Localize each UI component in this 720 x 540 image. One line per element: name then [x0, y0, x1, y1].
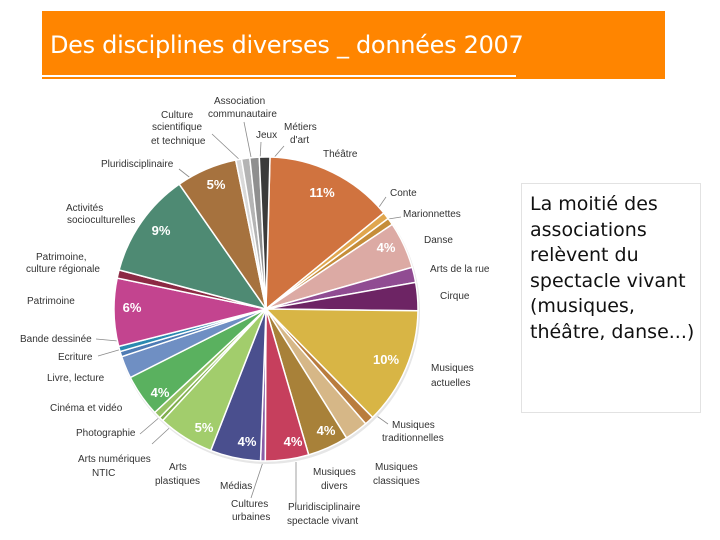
- pie-slice-activit-s-socioculturelles: [118, 183, 268, 311]
- leader-line: [97, 348, 123, 357]
- category-label: Métiers d'art: [284, 122, 317, 146]
- category-label: Marionnettes: [403, 209, 461, 220]
- slice-percent-label: 5%: [207, 177, 226, 192]
- category-label: Musiques traditionnelles: [382, 420, 444, 444]
- category-label: Livre, lecture: [47, 373, 105, 384]
- category-label: Jeux: [256, 130, 277, 141]
- category-label: Médias: [220, 481, 252, 492]
- category-label: Conte: [390, 188, 417, 199]
- pie-slice-th-tre: [265, 156, 385, 311]
- category-label: Ecriture: [58, 352, 93, 363]
- leader-line: [250, 461, 264, 499]
- title-bar: Des disciplines diverses _ données 2007: [42, 11, 665, 79]
- slice-percent-label: 4%: [317, 423, 336, 438]
- slice-percent-label: 4%: [238, 434, 257, 449]
- category-label: Pluridisciplinaire: [101, 159, 174, 170]
- category-label: Cinéma et vidéo: [50, 403, 123, 414]
- category-label: Musiques divers: [313, 467, 356, 492]
- category-label: Musiques classiques: [373, 462, 420, 487]
- leader-line: [95, 338, 119, 342]
- category-label: Théâtre: [323, 149, 358, 160]
- slide-title: Des disciplines diverses _ données 2007: [50, 31, 524, 59]
- category-label: Pluridisciplinaire spectacle vivant: [287, 502, 361, 527]
- category-label: Arts plastiques: [155, 462, 200, 487]
- category-label: Danse: [424, 235, 453, 246]
- slice-percent-label: 4%: [284, 434, 303, 449]
- category-label: Arts de la rue: [430, 264, 490, 275]
- leader-line: [243, 121, 253, 163]
- slice-percent-label: 9%: [152, 223, 171, 238]
- category-label: Musiques actuelles: [431, 363, 474, 389]
- slice-percent-label: 4%: [151, 385, 170, 400]
- category-label: Activités socioculturelles: [66, 203, 135, 226]
- leader-line: [211, 133, 243, 163]
- category-label: Bande dessinée: [20, 334, 92, 345]
- slice-percent-label: 4%: [377, 240, 396, 255]
- pie-chart: 11% 4% 10% 4% 4% 4% 5% 4% 6% 9% 5% Théâtre Conte Mari…: [20, 96, 490, 527]
- category-label: Photographie: [76, 428, 136, 439]
- category-label: Culture scientifique et technique: [151, 110, 206, 147]
- slice-percent-label: 11%: [309, 185, 335, 200]
- slice-percent-label: 6%: [123, 300, 142, 315]
- slice-percent-label: 5%: [195, 420, 214, 435]
- category-label: Association communautaire: [208, 96, 277, 120]
- category-label: Cultures urbaines: [231, 499, 270, 523]
- category-label: Cirque: [440, 291, 470, 302]
- category-label: Arts numériques NTIC: [78, 454, 151, 479]
- slice-percent-label: 10%: [373, 352, 399, 367]
- summary-callout: La moitié des associations relèvent du s…: [521, 183, 701, 413]
- pie-slice-musiques-actuelles: [264, 308, 419, 419]
- category-label: Patrimoine: [27, 296, 75, 307]
- pie-slice-m-tiers-d-art: [258, 156, 271, 310]
- title-underline: [42, 75, 516, 77]
- category-label: Patrimoine, culture régionale: [26, 252, 100, 275]
